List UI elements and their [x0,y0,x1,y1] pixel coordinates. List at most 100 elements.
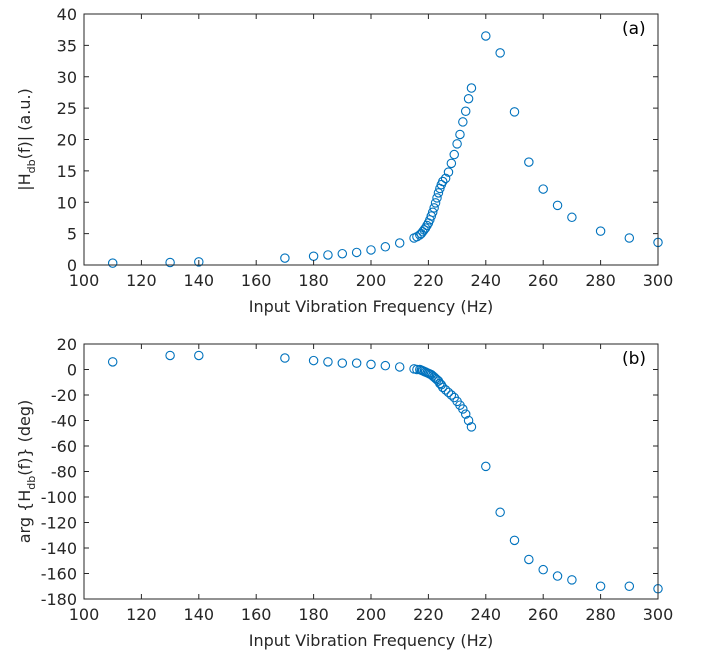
panel-b-data-point [624,581,635,591]
panel-b-data-point [337,358,348,368]
panel-a-x-tick-label: 200 [356,271,387,290]
panel-a-data-point [552,200,563,211]
panel-b-x-tick-label: 140 [184,605,215,624]
panel-a: 100 120 140 160 180 200 220 240 260 280 300 0 5 10 15… [15,5,673,316]
panel-a-data-point [427,207,438,218]
panel-a-data-point [433,188,444,198]
panel-a-data-point [458,117,468,127]
panel-b-data-point [280,353,290,363]
panel-a-data-point [524,157,534,167]
panel-a-data-point [165,257,175,268]
panel-b-data-point [458,404,468,414]
panel-a-data-point [449,149,459,160]
y-label-subscript: db [25,476,38,490]
panel-a-data-point [455,129,465,140]
panel-a-data-point [452,139,462,149]
panel-b-x-tick-label: 160 [241,605,272,624]
panel-a-data-point [394,238,405,248]
panel-a-data-point [429,203,439,213]
panel-a-y-axis-label: |Hdb(f)| (a.u.) [15,88,38,191]
panel-a-data-point [432,193,442,203]
y-label-main: |H [15,173,34,190]
panel-a-axes-frame [83,13,659,266]
panel-a-x-tick-label: 100 [69,271,100,290]
panel-b-data-point [380,360,391,371]
panel-a-label: (a) [622,19,646,39]
panel-a-data-point [366,245,376,255]
panel-a-x-tick-label: 120 [126,271,157,290]
panel-a-y-tick-label: 0 [67,256,77,275]
panel-b-x-ticks: 100 120 140 160 180 200 220 240 260 280 300 [69,344,674,624]
panel-b-data-point [165,350,175,361]
panel-b-data-point [460,409,471,419]
panel-b-x-tick-label: 200 [356,605,387,624]
panel-a-x-tick-label: 300 [643,271,674,290]
panel-b-y-tick-label: -180 [41,590,77,609]
panel-b-y-tick-label: -160 [41,565,77,584]
panel-b-x-tick-label: 280 [585,605,616,624]
panel-b-x-tick-label: 240 [471,605,502,624]
panel-b-y-axis-label: arg {Hdb(f)} (deg) [15,400,38,544]
panel-a-data-point [460,106,471,117]
panel-a-data-point [595,226,606,236]
panel-b-x-tick-label: 120 [126,605,157,624]
panel-b-data-point [440,385,451,395]
panel-a-data-point [420,223,431,233]
panel-b-data-point [466,422,477,432]
panel-a-data-point [443,167,454,177]
panel-b-x-tick-label: 300 [643,605,674,624]
panel-b-data-point [366,359,376,370]
panel-b-y-tick-label: -20 [51,386,77,405]
panel-a-y-tick-label: 5 [67,225,77,244]
panel-a-y-tick-label: 40 [57,5,77,24]
panel-a-y-tick-label: 10 [57,193,77,212]
panel-a-data-point [437,176,448,187]
panel-b-data-point [351,358,362,368]
panel-a-y-tick-label: 15 [57,162,77,181]
panel-a-data-point [323,250,333,260]
panel-a-data-point [194,257,204,267]
panel-a-x-tick-label: 140 [184,271,215,290]
panel-a-x-tick-label: 280 [585,271,616,290]
y-label-main: arg {H [15,490,34,544]
panel-a-data-point [446,158,457,169]
panel-a-y-tick-label: 35 [57,36,77,55]
panel-a-data-point [280,253,290,263]
panel-b-data-point [495,507,505,518]
panel-b-y-tick-label: -120 [41,514,77,533]
panel-a-x-axis-label: Input Vibration Frequency (Hz) [249,297,493,316]
panel-b-data-point [552,571,563,581]
panel-b-data-point [509,535,520,546]
panel-b-x-tick-label: 220 [413,605,444,624]
panel-b-x-axis-label: Input Vibration Frequency (Hz) [249,631,493,650]
y-label-rest: (f)| (a.u.) [15,88,34,159]
panel-b-label: (b) [622,349,646,369]
panel-a-y-tick-label: 30 [57,68,77,87]
panel-a-data-points [107,31,663,268]
panel-b-data-point [394,362,405,372]
panel-b-y-tick-label: 0 [67,361,77,380]
panel-a-x-tick-label: 260 [528,271,559,290]
panel-b-y-tick-label: 20 [57,335,77,354]
panel-a-data-point [466,83,477,93]
panel-a-data-point [440,173,451,184]
panel-b-data-point [446,390,457,400]
panel-a-data-point [624,233,635,243]
panel-b-data-point [323,357,333,367]
panel-b-x-tick-label: 260 [528,605,559,624]
panel-a-x-tick-label: 180 [298,271,329,290]
panel-b-y-tick-label: -40 [51,412,77,431]
panel-b-y-tick-label: -140 [41,539,77,558]
panel-b-data-point [481,461,491,472]
panel-b-axes-frame [83,343,659,600]
panel-b-y-tick-label: -80 [51,463,77,482]
panel-b-data-points [107,350,663,594]
panel-b-data-point [412,364,422,375]
panel-a-y-tick-label: 25 [57,99,77,118]
panel-b: 100 120 140 160 180 200 220 240 260 280 300 200-20… [15,335,673,650]
panel-b-data-point [595,581,606,591]
panel-a-x-tick-label: 160 [241,271,272,290]
panel-a-data-point [567,212,577,223]
panel-b-data-point [107,357,118,367]
